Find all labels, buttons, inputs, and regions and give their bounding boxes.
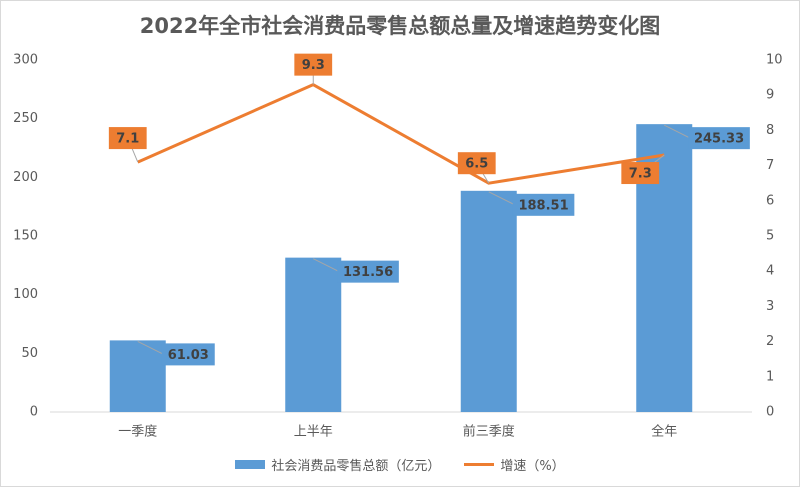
y-right-tick-label: 7 — [766, 158, 774, 173]
y-right-tick-label: 0 — [766, 405, 774, 420]
bar-label-leader — [664, 124, 691, 139]
y-right-tick-label: 8 — [766, 123, 774, 138]
line-data-label: 9.3 — [302, 58, 325, 73]
y-right-tick-label: 2 — [766, 334, 774, 349]
bar-data-label: 245.33 — [694, 132, 744, 147]
bar-data-label: 61.03 — [168, 348, 209, 363]
bar-label-leader — [137, 340, 164, 355]
legend-item-line: 增速（%） — [464, 455, 565, 474]
legend-swatch-line — [464, 463, 495, 466]
legend-label-line: 增速（%） — [500, 459, 565, 474]
line-label-box — [621, 162, 660, 185]
y-left-tick-label: 150 — [13, 229, 38, 244]
y-right-tick-label: 4 — [766, 264, 774, 279]
bar-data-label: 188.51 — [518, 198, 568, 213]
bar-label-leader — [488, 191, 515, 206]
y-right-tick-label: 1 — [766, 369, 774, 384]
line-label-box — [457, 152, 496, 175]
y-right-tick-label: 6 — [766, 193, 774, 208]
y-left-tick-label: 250 — [13, 111, 38, 126]
legend-label-bar: 社会消费品零售总额（亿元） — [271, 459, 441, 474]
y-left-tick-label: 300 — [13, 53, 38, 68]
y-right-tick-label: 5 — [766, 229, 774, 244]
bar — [109, 340, 166, 412]
y-left-tick-label: 0 — [30, 405, 38, 420]
y-left-tick-label: 50 — [21, 346, 38, 361]
bar-data-label: 131.56 — [343, 265, 393, 280]
y-right-tick-label: 10 — [766, 53, 783, 68]
line-label-box — [108, 127, 147, 150]
bar-label-box — [688, 127, 750, 150]
bar-label-box — [337, 260, 399, 283]
chart-legend: 社会消费品零售总额（亿元） 增速（%） — [0, 455, 800, 474]
legend-item-bar: 社会消费品零售总额（亿元） — [235, 455, 440, 474]
bar-label-box — [161, 343, 215, 366]
bar-label-leader — [313, 258, 340, 273]
line-label-box — [294, 53, 333, 76]
bar-label-box — [512, 193, 575, 216]
y-left-tick-label: 100 — [13, 287, 38, 302]
x-tick-label: 上半年 — [294, 425, 333, 440]
chart-title: 2022年全市社会消费品零售总额总量及增速趋势变化图 — [139, 14, 661, 38]
bar — [460, 190, 517, 412]
x-tick-label: 前三季度 — [463, 424, 515, 440]
x-tick-label: 全年 — [651, 424, 677, 440]
y-left-tick-label: 200 — [13, 170, 38, 185]
line-data-label: 7.3 — [629, 167, 652, 182]
bar — [285, 257, 342, 412]
x-tick-label: 一季度 — [118, 424, 157, 440]
y-right-tick-label: 3 — [766, 299, 774, 314]
line-data-label: 7.1 — [116, 132, 139, 147]
line-data-label: 6.5 — [465, 157, 488, 172]
growth-line — [137, 83, 665, 185]
y-right-tick-label: 9 — [766, 88, 774, 103]
legend-swatch-bar — [235, 460, 266, 469]
